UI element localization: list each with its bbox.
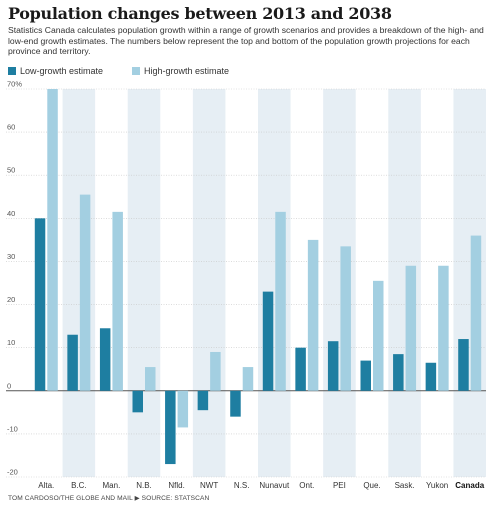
y-tick-label: 70% <box>7 80 22 89</box>
bar-low <box>458 339 469 391</box>
bar-low <box>132 390 143 413</box>
y-tick-label: -20 <box>7 468 18 477</box>
bar-high <box>47 89 58 391</box>
y-tick-label: 40 <box>7 209 15 218</box>
bar-high <box>470 235 482 391</box>
bar-low <box>165 390 176 465</box>
x-tick-label: PEI <box>333 481 346 490</box>
bar-high <box>242 367 254 391</box>
x-tick-label: Que. <box>363 481 380 490</box>
y-tick-label: 60 <box>7 123 15 132</box>
bar-low <box>230 390 241 417</box>
bar-high <box>177 390 189 428</box>
category-band <box>192 89 226 477</box>
y-tick-label: 50 <box>7 166 15 175</box>
x-tick-label: Man. <box>103 481 121 490</box>
x-tick-label: N.B. <box>136 481 152 490</box>
legend-item-high: High-growth estimate <box>132 66 229 76</box>
bar-low <box>393 354 404 391</box>
bar-high <box>405 265 417 391</box>
bar-low <box>197 390 209 411</box>
bar-low <box>67 334 78 391</box>
bar-low <box>295 347 306 391</box>
bar-high <box>145 367 156 391</box>
x-tick-label: Yukon <box>426 481 448 490</box>
legend-item-low: Low-growth estimate <box>8 66 103 76</box>
x-tick-label: Nfld. <box>168 481 184 490</box>
legend-label-high: High-growth estimate <box>144 66 230 76</box>
bar-low <box>425 362 437 391</box>
bar-high <box>373 280 384 391</box>
bar-high <box>210 351 221 391</box>
bar-low <box>262 291 274 391</box>
bar-high <box>79 194 91 391</box>
x-tick-label: B.C. <box>71 481 87 490</box>
bar-high <box>438 265 449 391</box>
y-tick-label: 10 <box>7 338 15 347</box>
x-tick-label: N.S. <box>234 481 250 490</box>
legend-swatch-high <box>132 67 140 75</box>
x-tick-label: Canada <box>455 481 484 490</box>
bar-high <box>307 239 319 391</box>
bar-low <box>34 218 46 391</box>
legend-swatch-low <box>8 67 16 75</box>
bar-low <box>99 328 111 391</box>
chart-subtitle: Statistics Canada calculates population … <box>8 25 484 57</box>
bar-low <box>360 360 371 391</box>
bar-low <box>327 341 339 391</box>
x-tick-label: Sask. <box>395 481 415 490</box>
y-tick-label: -10 <box>7 424 18 433</box>
bar-high <box>112 211 123 391</box>
bar-high <box>275 211 286 391</box>
legend-label-low: Low-growth estimate <box>20 66 104 76</box>
x-tick-label: NWT <box>200 481 218 490</box>
y-tick-label: 0 <box>7 381 11 390</box>
y-tick-label: 20 <box>7 295 15 304</box>
y-tick-label: 30 <box>7 252 15 261</box>
x-tick-label: Alta. <box>38 481 54 490</box>
bar-chart: 70% 60 50 40 30 20 10 0 -10 -20 Alta. B.C. Man. N.B. N… <box>6 80 486 490</box>
x-tick-label: Ont. <box>299 481 314 490</box>
category-band <box>127 89 161 477</box>
chart-title: Population changes between 2013 and 2038 <box>8 4 392 23</box>
bar-high <box>340 246 351 391</box>
x-tick-label: Nunavut <box>259 481 290 490</box>
source-credit: TOM CARDOSO/THE GLOBE AND MAIL ▶ SOURCE:… <box>8 495 210 502</box>
